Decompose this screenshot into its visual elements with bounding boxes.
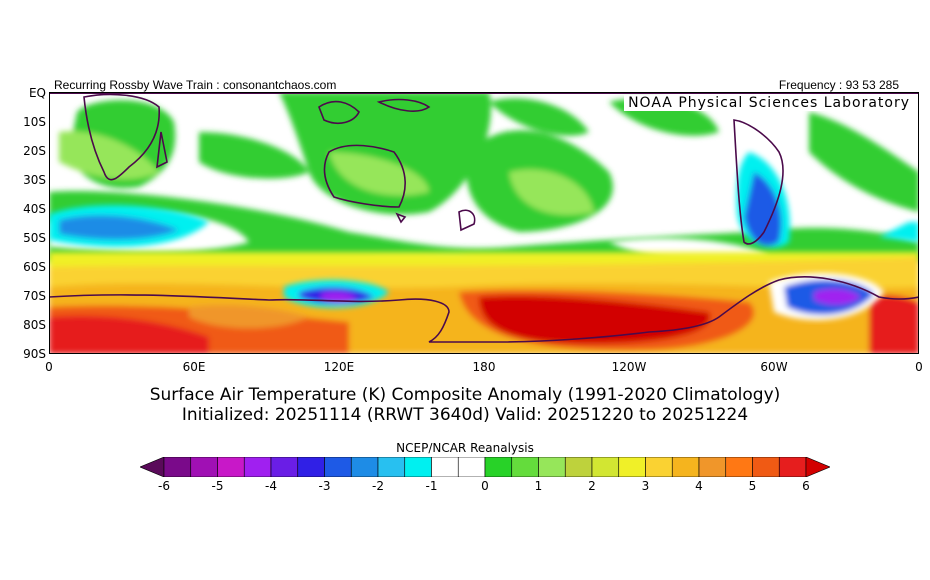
credit-label: NOAA Physical Sciences Laboratory: [624, 95, 914, 111]
colorbar-end-left: [140, 457, 165, 477]
colorbar: [140, 457, 830, 477]
colorbar-tick-label: -3: [318, 479, 331, 493]
lat-label-90s: 90S: [23, 347, 46, 361]
colorbar-cell: [698, 457, 727, 477]
colorbar-cell: [752, 457, 780, 477]
colorbar-cell: [377, 457, 406, 477]
colorbar-tick-label: -5: [211, 479, 224, 493]
lat-label-20s: 20S: [23, 144, 46, 158]
colorbar-cell: [778, 457, 807, 477]
colorbar-cell: [324, 457, 352, 477]
colorbar-title: NCEP/NCAR Reanalysis: [396, 441, 534, 455]
lat-label-30s: 30S: [23, 173, 46, 187]
colorbar-tick-label: 5: [748, 479, 757, 493]
world-map-icon: [49, 92, 919, 354]
lat-label-10s: 10S: [23, 115, 46, 129]
lat-label-40s: 40S: [23, 202, 46, 216]
colorbar-cell: [671, 457, 700, 477]
lon-label-60w: 60W: [760, 360, 788, 374]
colorbar-cell: [725, 457, 753, 477]
header-right-text: Frequency : 93 53 285: [778, 78, 899, 92]
lat-label-70s: 70S: [23, 289, 46, 303]
colorbar-end-right: [805, 457, 830, 477]
colorbar-labels: -6 -5 -4 -3 -2 -1 0 1 2 3 4 5 6: [140, 479, 830, 495]
lon-label-180: 180: [472, 360, 496, 374]
lon-label-120w: 120W: [611, 360, 647, 374]
colorbar-cell: [431, 457, 459, 477]
colorbar-cell: [163, 457, 192, 477]
title-line-1: Surface Air Temperature (K) Composite An…: [149, 385, 781, 405]
lat-label-80s: 80S: [23, 318, 46, 332]
colorbar-cell: [190, 457, 218, 477]
colorbar-cell: [404, 457, 432, 477]
colorbar-tick-label: -6: [158, 479, 170, 493]
lon-label-60e: 60E: [182, 360, 206, 374]
colorbar-cell: [511, 457, 539, 477]
colorbar-cell: [591, 457, 620, 477]
title-line-2: Initialized: 20251114 (RRWT 3640d) Valid…: [181, 405, 749, 425]
colorbar-cell: [270, 457, 299, 477]
colorbar-cell: [538, 457, 566, 477]
colorbar-cell: [243, 457, 272, 477]
lat-label-eq: EQ: [28, 86, 46, 100]
colorbar-cell: [618, 457, 646, 477]
colorbar-tick-label: 0: [481, 479, 489, 493]
colorbar-tick-label: 2: [588, 479, 596, 493]
lon-label-0: 0: [45, 360, 53, 374]
colorbar-tick-label: -4: [265, 479, 277, 493]
lon-label-120e: 120E: [323, 360, 355, 374]
lon-label-0-east: 0: [915, 360, 923, 374]
anomaly-map: [49, 92, 919, 354]
colorbar-cell: [457, 457, 486, 477]
colorbar-tick-label: 1: [534, 479, 543, 493]
colorbar-tick-label: 4: [695, 479, 703, 493]
colorbar-cell: [350, 457, 379, 477]
colorbar-tick-label: 6: [802, 479, 810, 493]
colorbar-cell: [217, 457, 245, 477]
header-left-text: Recurring Rossby Wave Train : consonantc…: [54, 78, 337, 92]
lat-label-50s: 50S: [23, 231, 46, 245]
colorbar-tick-label: -1: [425, 479, 438, 493]
colorbar-tick-label: 3: [641, 479, 650, 493]
colorbar-cell: [564, 457, 593, 477]
colorbar-tick-label: -2: [372, 479, 384, 493]
colorbar-cell: [297, 457, 325, 477]
lat-label-60s: 60S: [23, 260, 46, 274]
colorbar-cell: [484, 457, 513, 477]
colorbar-cell: [645, 457, 673, 477]
